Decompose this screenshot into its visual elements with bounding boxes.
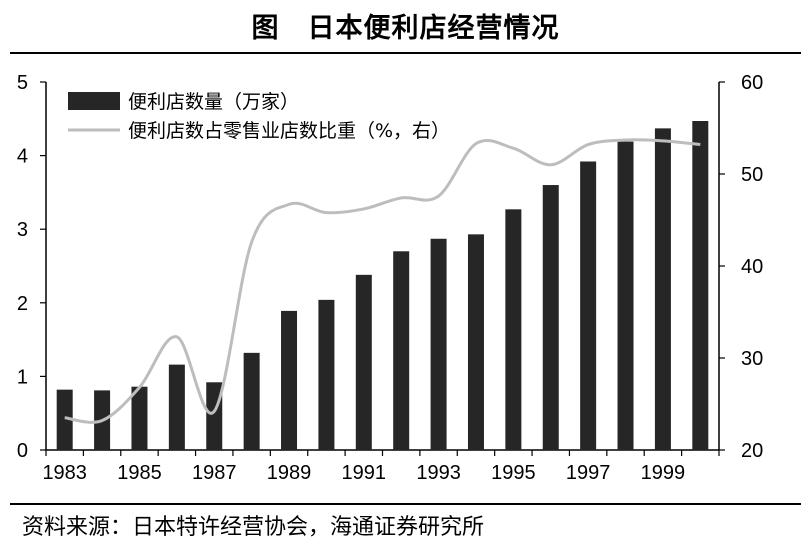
bar — [393, 251, 410, 450]
x-tick-label: 1991 — [342, 462, 387, 484]
x-tick-label: 1989 — [267, 462, 312, 484]
bar — [654, 128, 671, 451]
x-tick-label: 1983 — [42, 462, 87, 484]
bar — [281, 310, 298, 450]
bar — [355, 274, 372, 450]
legend-line-label: 便利店数占零售业店数比重（%，右） — [128, 120, 450, 142]
bar — [580, 161, 597, 450]
y-right-tick-label: 60 — [741, 72, 763, 94]
y-left-tick-label: 1 — [17, 366, 28, 388]
x-tick-label: 1999 — [641, 462, 686, 484]
source-note: 资料来源：日本特许经营协会，海通证券研究所 — [22, 515, 485, 540]
y-right-tick-label: 40 — [741, 256, 763, 278]
x-tick-label: 1987 — [192, 462, 237, 484]
bar — [430, 238, 447, 450]
bar — [542, 185, 559, 451]
y-left-tick-label: 5 — [17, 72, 28, 94]
bar-series — [56, 121, 709, 451]
bar — [243, 352, 260, 450]
tick-labels: 0 1 2 3 4 5 20 30 40 50 60 1983 1985 1987 1989 1991 1993… — [17, 72, 763, 484]
chart-title: 图 日本便利店经营情况 — [251, 13, 560, 44]
bar — [505, 209, 522, 450]
y-left-tick-label: 2 — [17, 293, 28, 315]
axes — [40, 81, 725, 456]
bar — [692, 121, 709, 451]
top-rule — [10, 52, 801, 54]
x-tick-label: 1995 — [491, 462, 536, 484]
bar — [318, 299, 335, 450]
bar — [56, 389, 73, 450]
share-line — [64, 138, 701, 424]
y-right-tick-label: 50 — [741, 164, 763, 186]
bar — [617, 141, 634, 450]
legend-bar-swatch — [68, 92, 120, 110]
y-left-tick-label: 0 — [17, 440, 28, 462]
bar — [467, 234, 484, 450]
legend-bar-label: 便利店数量（万家） — [128, 91, 299, 113]
bottom-rule — [10, 503, 801, 505]
x-tick-label: 1997 — [566, 462, 611, 484]
y-left-tick-label: 3 — [17, 219, 28, 241]
bar — [168, 364, 185, 450]
line-series — [64, 138, 701, 424]
legend: 便利店数量（万家） 便利店数占零售业店数比重（%，右） — [68, 91, 450, 142]
bar — [131, 386, 148, 450]
x-tick-label: 1993 — [416, 462, 461, 484]
y-left-tick-label: 4 — [17, 146, 28, 168]
x-tick-label: 1985 — [117, 462, 162, 484]
y-right-tick-label: 30 — [741, 348, 763, 370]
y-right-tick-label: 20 — [741, 440, 763, 462]
